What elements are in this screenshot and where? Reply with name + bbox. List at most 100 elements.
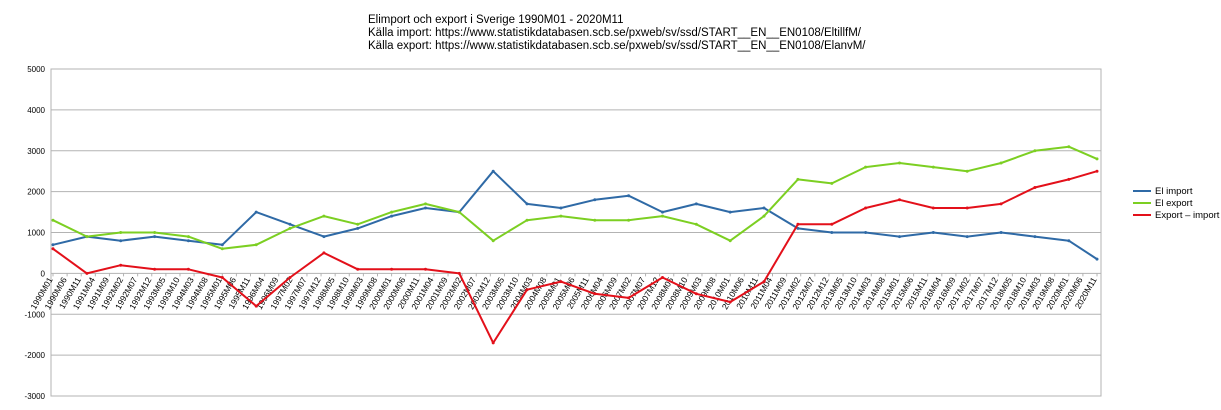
series-0-point (390, 214, 394, 218)
series-1-point (491, 239, 495, 243)
series-1-point (728, 239, 732, 243)
series-2-point (661, 276, 664, 279)
series-2-point (898, 198, 901, 202)
series-1-point (661, 214, 664, 218)
series-0-point (728, 210, 732, 214)
series-0-point (356, 226, 360, 230)
series-0-point (762, 206, 766, 210)
chart-subtitle-import: Källa import: https://www.statistikdatab… (368, 27, 862, 39)
series-2-point (85, 271, 89, 275)
series-2-point (220, 276, 224, 279)
series-2-point (965, 206, 969, 210)
y-axis-ticks: -3000 -2000 -1000 0 1000 2000 3000 4000 5000 (25, 65, 46, 401)
legend-label-0: El import (1155, 186, 1193, 197)
series-line-0 (52, 170, 1098, 260)
series-0-point (796, 226, 800, 230)
series-2-point (390, 267, 394, 271)
series-0-point (559, 206, 563, 210)
series-0-point (153, 235, 157, 239)
series-0-point (864, 231, 868, 234)
series-0-point (288, 222, 292, 226)
series-2-point (322, 251, 326, 255)
series-0-point (1067, 239, 1071, 243)
series-1-point (220, 247, 224, 251)
chart-title: Elimport och export i Sverige 1990M01 - … (368, 14, 624, 26)
series-2-point (1095, 169, 1099, 173)
y-tick-label: 1000 (27, 229, 45, 238)
series-2-point (931, 206, 935, 210)
series-1-point (390, 210, 394, 214)
y-tick-label: 5000 (27, 65, 45, 74)
series-1-point (830, 181, 834, 185)
series-2-point (356, 267, 360, 271)
series-line-1 (52, 145, 1098, 250)
series-1-point (119, 231, 123, 234)
series-0-point (931, 231, 935, 234)
series-0-point (965, 235, 969, 239)
chart-subtitle-export: Källa export: https://www.statistikdatab… (368, 40, 866, 52)
y-tick-label: -3000 (25, 392, 46, 401)
series-2-point (830, 222, 834, 226)
chart-title-block: Elimport och export i Sverige 1990M01 - … (368, 14, 866, 53)
series-2-point (254, 304, 258, 308)
series-2-point (525, 288, 529, 292)
y-tick-label: -1000 (25, 310, 46, 319)
gridlines (51, 68, 1101, 397)
series-0-point (491, 169, 495, 173)
series-0-point (254, 210, 258, 214)
series-0-point (661, 210, 664, 214)
series-2-point (153, 267, 157, 271)
series-2-point (186, 267, 190, 271)
series-2-point (119, 263, 123, 267)
series-1-point (627, 218, 631, 222)
series-0-point (119, 239, 123, 243)
y-tick-label: -2000 (25, 351, 46, 360)
series-2-point (728, 300, 732, 304)
series-0-point (898, 235, 901, 239)
series-2-point (796, 222, 800, 226)
series-1-point (85, 235, 89, 239)
series-1-point (186, 235, 190, 239)
series-0-point (220, 243, 224, 247)
series-0-point (424, 206, 427, 210)
y-tick-label: 0 (41, 269, 46, 278)
series-1-point (51, 218, 55, 222)
series-1-point (153, 231, 157, 234)
legend-label-2: Export – import (1155, 210, 1220, 221)
y-tick-label: 2000 (27, 188, 45, 197)
series-1-point (254, 243, 258, 247)
series-line-2 (52, 170, 1098, 344)
series-1-point (1067, 145, 1071, 149)
series-1-point (424, 202, 427, 206)
series-1-point (898, 161, 901, 165)
series-0-point (525, 202, 529, 206)
series-1-point (1095, 157, 1099, 161)
y-tick-label: 3000 (27, 147, 45, 156)
y-tick-label: 4000 (27, 106, 45, 115)
series-0-point (694, 202, 698, 206)
series-2-point (694, 292, 698, 296)
series-2-point (762, 280, 766, 284)
series-2-point (559, 280, 563, 284)
series-1-point (864, 165, 868, 169)
series-1-point (288, 226, 292, 230)
series-1-point (559, 214, 563, 218)
legend-label-1: El export (1155, 198, 1193, 209)
series-2-point (1033, 186, 1037, 189)
series-lines (51, 145, 1099, 345)
series-1-point (1033, 149, 1037, 153)
series-2-point (288, 276, 292, 279)
series-2-point (999, 202, 1003, 206)
series-0-point (186, 239, 190, 243)
series-1-point (762, 214, 766, 218)
series-1-point (999, 161, 1003, 165)
series-2-point (1067, 177, 1071, 181)
series-0-point (322, 235, 326, 239)
series-1-point (931, 165, 935, 169)
series-0-point (51, 243, 55, 247)
series-0-point (593, 198, 597, 202)
series-1-point (525, 218, 529, 222)
series-0-point (627, 194, 631, 198)
